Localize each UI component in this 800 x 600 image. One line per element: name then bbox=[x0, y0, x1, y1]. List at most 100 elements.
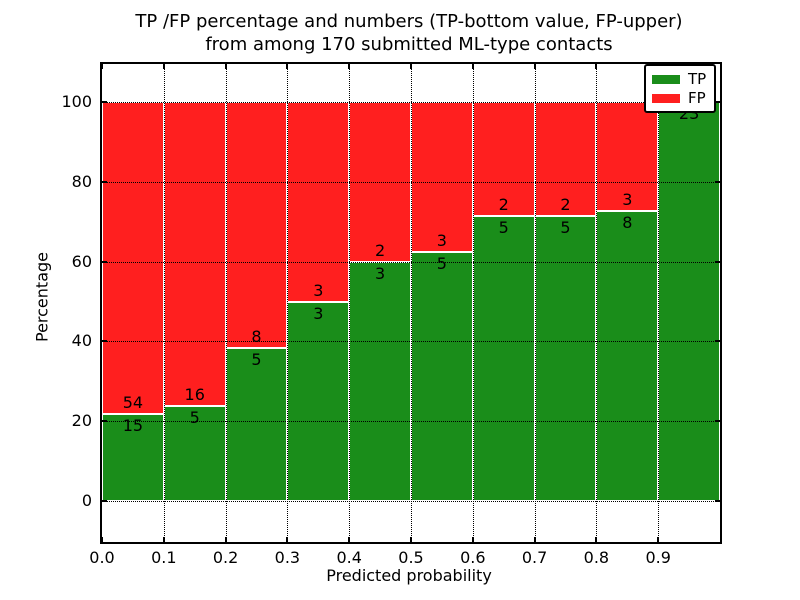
v-gridline bbox=[349, 64, 351, 542]
legend-label: FP bbox=[688, 89, 706, 107]
x-tick-top bbox=[533, 64, 536, 69]
bar-segment-tp bbox=[411, 251, 473, 501]
bar-segment-fp bbox=[411, 102, 473, 252]
y-tick-right bbox=[715, 500, 720, 502]
bar-segment-tp bbox=[287, 301, 350, 501]
tp-count-label: 5 bbox=[498, 218, 509, 237]
tp-count-label: 5 bbox=[436, 253, 447, 273]
y-tick bbox=[102, 260, 107, 263]
x-tick-label: 0.3 bbox=[274, 548, 301, 567]
x-tick bbox=[348, 537, 351, 542]
chart-title-line2: from among 170 submitted ML-type contact… bbox=[205, 34, 613, 55]
x-tick-top bbox=[471, 64, 474, 69]
y-tick-right bbox=[715, 340, 720, 343]
v-gridline bbox=[411, 64, 412, 542]
x-tick bbox=[595, 537, 598, 542]
y-tick-right bbox=[715, 420, 720, 423]
x-tick-top bbox=[286, 64, 289, 69]
y-tick-right bbox=[715, 260, 720, 263]
tp-count-label: 5 bbox=[251, 349, 262, 369]
bar-segment-fp bbox=[472, 102, 535, 216]
bar-segment-tp bbox=[225, 347, 288, 501]
v-gridline bbox=[225, 64, 227, 542]
x-tick-top bbox=[162, 64, 165, 69]
x-tick bbox=[533, 537, 536, 542]
y-tick bbox=[102, 340, 107, 343]
x-tick-top bbox=[101, 64, 103, 69]
x-axis-label: Predicted probability bbox=[326, 566, 492, 585]
bar-segment-fp bbox=[102, 102, 164, 415]
legend-row: FP bbox=[652, 90, 708, 106]
y-tick bbox=[102, 420, 107, 423]
bar-segment-tp bbox=[596, 210, 659, 501]
x-tick-top bbox=[410, 64, 412, 69]
plot-area: 54 15 16 5 8 5 3 3 2 3 3 5 2 5 2 5 3 8 23 bbox=[100, 62, 722, 544]
x-tick bbox=[286, 537, 289, 542]
bar-segment-fp bbox=[163, 102, 226, 406]
x-tick-label: 0.0 bbox=[89, 548, 115, 567]
x-tick bbox=[101, 537, 103, 542]
x-tick-label: 0.2 bbox=[212, 548, 239, 567]
x-tick-top bbox=[224, 64, 227, 69]
x-tick bbox=[224, 537, 227, 542]
y-tick-label: 100 bbox=[61, 92, 92, 111]
x-tick-label: 0.8 bbox=[583, 548, 610, 567]
tp-count-label: 3 bbox=[374, 263, 386, 283]
x-tick-label: 0.5 bbox=[398, 548, 424, 567]
y-tick bbox=[102, 500, 107, 502]
x-tick bbox=[657, 537, 660, 542]
x-tick-label: 0.7 bbox=[521, 548, 548, 567]
x-tick-top bbox=[595, 64, 598, 69]
legend-label: TP bbox=[688, 70, 707, 88]
legend: TP FP bbox=[644, 64, 716, 113]
bar-segment-fp bbox=[287, 102, 350, 302]
x-tick bbox=[162, 537, 165, 542]
y-tick bbox=[102, 101, 107, 103]
tp-count-label: 5 bbox=[560, 218, 571, 237]
v-gridline bbox=[658, 64, 660, 542]
legend-row: TP bbox=[652, 71, 708, 87]
fp-count-label: 2 bbox=[498, 195, 509, 214]
y-tick bbox=[102, 180, 107, 183]
v-gridline bbox=[534, 64, 536, 542]
fp-count-label: 3 bbox=[313, 280, 324, 300]
fp-count-label: 3 bbox=[622, 189, 633, 209]
bar-segment-tp bbox=[658, 102, 720, 501]
fp-legend-swatch bbox=[652, 93, 680, 103]
x-tick-label: 0.6 bbox=[460, 548, 486, 567]
y-tick-label: 40 bbox=[71, 331, 92, 351]
bar-segment-tp bbox=[472, 216, 535, 501]
y-tick-label: 80 bbox=[71, 171, 92, 191]
x-tick bbox=[410, 537, 412, 542]
v-gridline bbox=[163, 64, 165, 542]
bar-segment-tp bbox=[102, 414, 164, 501]
y-tick-right bbox=[715, 101, 720, 103]
y-tick-label: 60 bbox=[71, 251, 92, 271]
bar-segment-tp bbox=[534, 216, 597, 501]
v-gridline bbox=[596, 64, 598, 542]
chart-title: TP /FP percentage and numbers (TP-bottom… bbox=[89, 10, 729, 56]
x-tick-label: 0.9 bbox=[645, 548, 671, 567]
fp-count-label: 3 bbox=[436, 230, 447, 250]
x-tick-label: 0.1 bbox=[151, 548, 177, 567]
fp-count-label: 2 bbox=[374, 240, 386, 260]
y-tick-right bbox=[715, 180, 720, 183]
fp-count-label: 2 bbox=[560, 195, 571, 214]
fp-count-label: 16 bbox=[184, 385, 205, 404]
bar-segment-fp bbox=[225, 102, 288, 348]
x-tick-label: 0.4 bbox=[336, 548, 362, 567]
tp-count-label: 5 bbox=[189, 408, 200, 427]
fp-count-label: 8 bbox=[251, 326, 262, 346]
tp-count-label: 8 bbox=[622, 212, 633, 232]
chart-title-line1: TP /FP percentage and numbers (TP-bottom… bbox=[135, 11, 683, 32]
x-tick bbox=[471, 537, 474, 542]
v-gridline bbox=[472, 64, 474, 542]
y-tick-label: 0 bbox=[81, 491, 92, 510]
v-gridline bbox=[287, 64, 289, 542]
tp-legend-swatch bbox=[652, 74, 680, 84]
x-tick-top bbox=[348, 64, 351, 69]
tp-count-label: 3 bbox=[313, 303, 324, 323]
y-tick-label: 20 bbox=[71, 411, 92, 431]
bar-segment-tp bbox=[349, 261, 411, 501]
